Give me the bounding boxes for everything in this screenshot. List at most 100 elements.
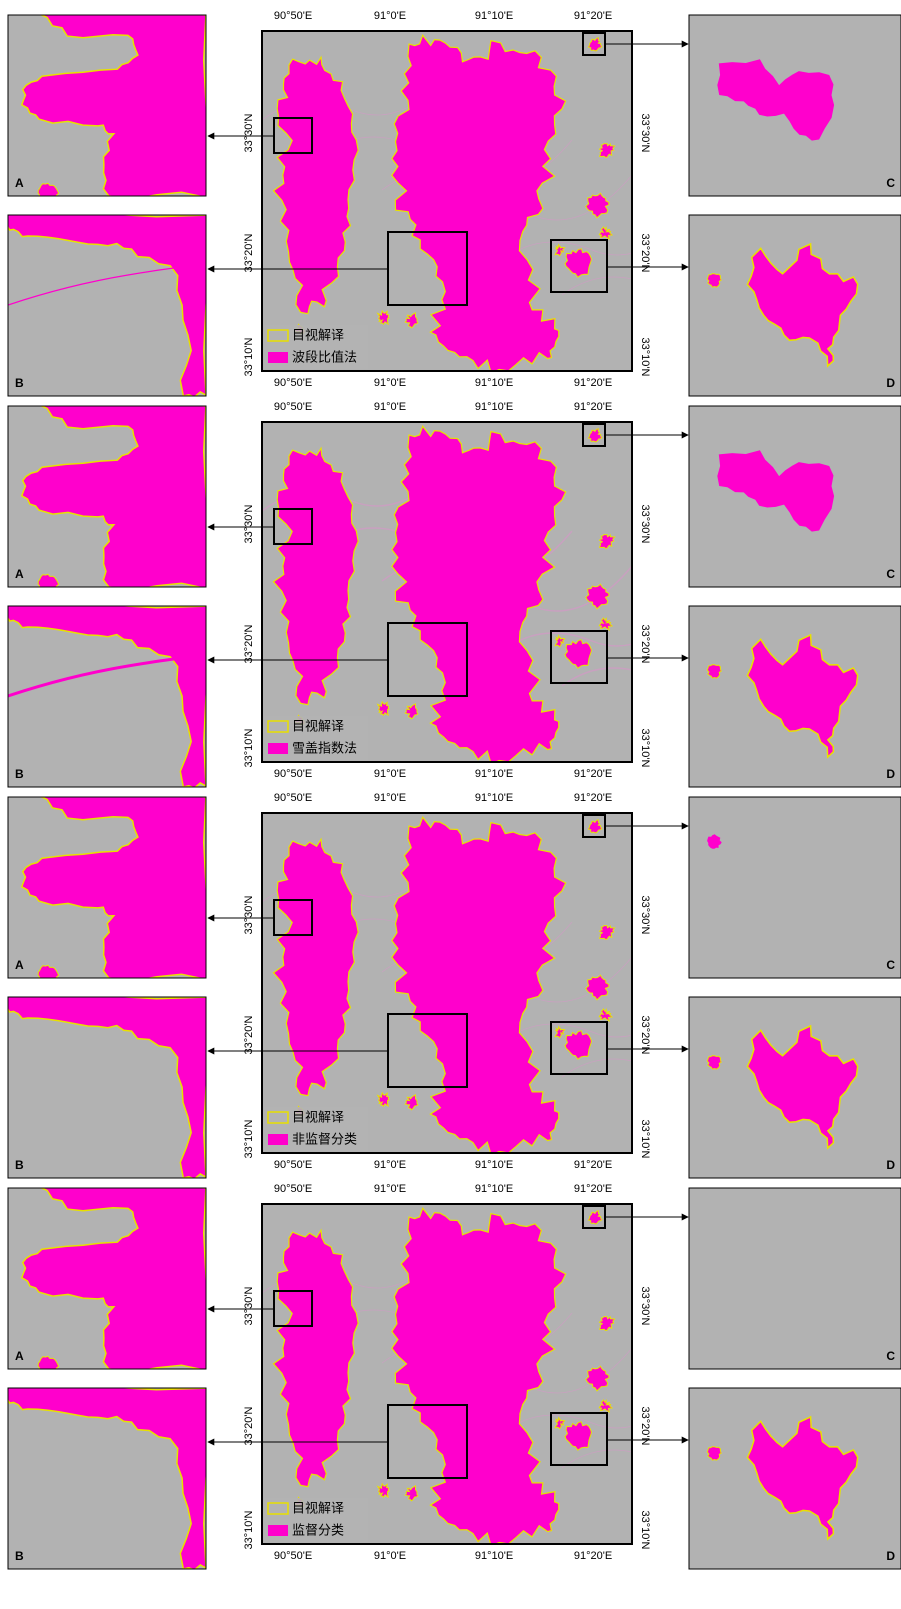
lon-label: 91°10'E bbox=[475, 377, 513, 389]
lon-label: 91°0'E bbox=[374, 10, 406, 22]
inset: A bbox=[8, 12, 210, 204]
panel: 90°50'E90°50'E91°0'E91°0'E91°10'E91°10'E… bbox=[4, 792, 901, 1179]
lat-label: 33°20'N bbox=[243, 233, 255, 272]
lat-label: 33°30'N bbox=[639, 505, 651, 544]
lon-label: 91°10'E bbox=[475, 1159, 513, 1171]
inset-letter: A bbox=[15, 176, 24, 190]
inset: B bbox=[4, 994, 211, 1179]
inset: B bbox=[4, 212, 211, 397]
lon-label: 91°20'E bbox=[574, 1550, 612, 1562]
inset: B bbox=[4, 1385, 211, 1570]
lat-label: 33°10'N bbox=[639, 1120, 651, 1159]
legend-swatch bbox=[268, 1525, 288, 1536]
inset: D bbox=[689, 606, 901, 787]
lon-label: 91°20'E bbox=[574, 792, 612, 804]
inset: D bbox=[689, 1388, 901, 1569]
inset-letter: B bbox=[15, 1158, 24, 1172]
lon-label: 90°50'E bbox=[274, 1159, 312, 1171]
legend-swatch bbox=[268, 743, 288, 754]
lat-label: 33°10'N bbox=[639, 338, 651, 377]
inset: C bbox=[689, 797, 901, 978]
lat-label: 33°10'N bbox=[243, 1119, 255, 1158]
lat-label: 33°30'N bbox=[243, 1286, 255, 1325]
inset-letter: D bbox=[886, 767, 895, 781]
lon-label: 91°0'E bbox=[374, 1550, 406, 1562]
panel: 90°50'E 90°50'E 91°0'E 91°0'E 91°10'E 91°10'E… bbox=[4, 10, 901, 397]
lon-label: 91°20'E bbox=[574, 401, 612, 413]
lat-label: 33°20'N bbox=[639, 1016, 651, 1055]
inset-letter: B bbox=[15, 1549, 24, 1563]
legend-swatch bbox=[268, 352, 288, 363]
inset-background bbox=[689, 1188, 901, 1369]
lat-label: 33°10'N bbox=[639, 729, 651, 768]
lon-label: 90°50'E bbox=[274, 401, 312, 413]
inset: C bbox=[689, 1188, 901, 1369]
inset: A bbox=[8, 794, 210, 986]
lon-label: 90°50'E bbox=[274, 10, 312, 22]
legend-label: 雪盖指数法 bbox=[292, 742, 357, 757]
lat-label: 33°20'N bbox=[243, 1406, 255, 1445]
lon-label: 91°20'E bbox=[574, 768, 612, 780]
figure: 90°50'E 90°50'E 91°0'E 91°0'E 91°10'E 91°10'E… bbox=[0, 0, 901, 1609]
inset-letter: A bbox=[15, 958, 24, 972]
inset-letter: D bbox=[886, 376, 895, 390]
lon-label: 90°50'E bbox=[274, 377, 312, 389]
inset: D bbox=[689, 997, 901, 1178]
lat-label: 33°10'N bbox=[639, 1511, 651, 1550]
lon-label: 91°20'E bbox=[574, 1159, 612, 1171]
lat-label: 33°20'N bbox=[243, 624, 255, 663]
lon-label: 91°20'E bbox=[574, 1183, 612, 1195]
lon-label: 91°0'E bbox=[374, 377, 406, 389]
inset-letter: B bbox=[15, 767, 24, 781]
inset-letter: D bbox=[886, 1549, 895, 1563]
lat-label: 33°10'N bbox=[243, 1510, 255, 1549]
lat-label: 33°30'N bbox=[639, 114, 651, 153]
inset-letter: C bbox=[886, 567, 895, 581]
lon-label: 91°10'E bbox=[475, 10, 513, 22]
legend-label: 目视解译 bbox=[292, 1502, 344, 1517]
inset-background bbox=[689, 797, 901, 978]
lon-label: 90°50'E bbox=[274, 1183, 312, 1195]
lat-label: 33°30'N bbox=[639, 1287, 651, 1326]
inset-letter: C bbox=[886, 176, 895, 190]
lon-label: 91°10'E bbox=[475, 1183, 513, 1195]
lat-label: 33°20'N bbox=[639, 234, 651, 273]
inset-letter: A bbox=[15, 1349, 24, 1363]
lon-label: 91°0'E bbox=[374, 792, 406, 804]
inset-letter: A bbox=[15, 567, 24, 581]
lat-label: 33°30'N bbox=[243, 895, 255, 934]
legend-label: 目视解译 bbox=[292, 329, 344, 344]
inset-letter: C bbox=[886, 1349, 895, 1363]
inset-letter: D bbox=[886, 1158, 895, 1172]
lon-label: 91°10'E bbox=[475, 792, 513, 804]
legend-label: 目视解译 bbox=[292, 1111, 344, 1126]
lon-label: 91°20'E bbox=[574, 377, 612, 389]
lon-label: 91°10'E bbox=[475, 401, 513, 413]
inset: C bbox=[689, 15, 901, 196]
lon-label: 91°20'E bbox=[574, 10, 612, 22]
legend-label: 监督分类 bbox=[292, 1524, 344, 1539]
lat-label: 33°30'N bbox=[243, 504, 255, 543]
inset: A bbox=[8, 403, 210, 595]
panel: 90°50'E90°50'E91°0'E91°0'E91°10'E91°10'E… bbox=[4, 401, 901, 788]
inset-letter: C bbox=[886, 958, 895, 972]
lon-label: 91°0'E bbox=[374, 401, 406, 413]
lat-label: 33°20'N bbox=[639, 1407, 651, 1446]
inset: A bbox=[8, 1185, 210, 1377]
legend-swatch bbox=[268, 1134, 288, 1145]
lon-label: 91°10'E bbox=[475, 768, 513, 780]
panel: 90°50'E90°50'E91°0'E91°0'E91°10'E91°10'E… bbox=[4, 1183, 901, 1570]
inset: D bbox=[689, 215, 901, 396]
lat-label: 33°30'N bbox=[639, 896, 651, 935]
inset: B bbox=[4, 603, 211, 788]
inset: C bbox=[689, 406, 901, 587]
lat-label: 33°20'N bbox=[243, 1015, 255, 1054]
legend-label: 非监督分类 bbox=[292, 1133, 357, 1148]
lat-label: 33°20'N bbox=[639, 625, 651, 664]
lat-label: 33°30'N bbox=[243, 113, 255, 152]
lon-label: 90°50'E bbox=[274, 768, 312, 780]
lon-label: 91°0'E bbox=[374, 1159, 406, 1171]
lon-label: 91°10'E bbox=[475, 1550, 513, 1562]
lat-label: 33°10'N bbox=[243, 337, 255, 376]
inset-letter: B bbox=[15, 376, 24, 390]
